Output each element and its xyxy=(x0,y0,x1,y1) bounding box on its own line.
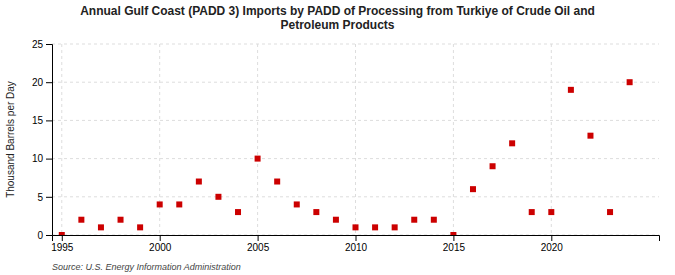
point xyxy=(431,217,437,223)
y-axis-tick: 15 xyxy=(32,115,52,126)
point xyxy=(215,194,221,200)
point xyxy=(548,209,554,215)
y-axis: 0 5 10 15 20 25 xyxy=(32,39,53,241)
point xyxy=(372,224,378,230)
point xyxy=(313,209,319,215)
point xyxy=(255,156,261,162)
y-axis-tick-label: 0 xyxy=(37,230,43,241)
grid-line-x xyxy=(453,44,454,235)
x-axis-tick-mark xyxy=(160,235,161,241)
point xyxy=(137,224,143,230)
grid-line-y xyxy=(52,120,659,121)
title-line: Annual Gulf Coast (PADD 3) Imports by PA… xyxy=(80,4,595,18)
point xyxy=(411,217,417,223)
x-axis-tick-mark xyxy=(62,235,63,241)
x-axis-tick: 2015 xyxy=(443,235,466,253)
chart-svg: Annual Gulf Coast (PADD 3) Imports by PA… xyxy=(0,0,675,275)
point xyxy=(78,217,84,223)
point xyxy=(118,217,124,223)
x-axis-tick: 2020 xyxy=(541,235,564,253)
point xyxy=(157,201,163,207)
y-axis-tick-label: 25 xyxy=(32,39,44,50)
y-axis-line xyxy=(46,45,53,236)
point xyxy=(568,87,574,93)
y-axis-tick-label: 10 xyxy=(32,153,44,164)
plot-area: 1995 2000 2005 2010 2015 2020 0 5 10 15 20 25 xyxy=(32,39,660,253)
x-axis-tick-label: 2005 xyxy=(247,242,270,253)
point xyxy=(59,232,65,235)
point xyxy=(607,209,613,215)
point xyxy=(176,201,182,207)
grid-line-x xyxy=(257,44,258,235)
point xyxy=(353,224,359,230)
x-axis-tick-mark xyxy=(453,235,454,241)
title-line: Petroleum Products xyxy=(280,18,394,32)
y-axis-tick-mark xyxy=(46,82,52,83)
point xyxy=(235,209,241,215)
y-axis-tick: 25 xyxy=(32,39,52,50)
y-axis-tick-mark xyxy=(46,44,52,45)
point xyxy=(294,201,300,207)
x-axis-tick: 2005 xyxy=(247,235,270,253)
y-axis-tick: 5 xyxy=(37,192,52,203)
title: Annual Gulf Coast (PADD 3) Imports by PA… xyxy=(80,4,595,32)
y-axis-tick-mark xyxy=(46,197,52,198)
y-axis-tick-mark xyxy=(46,235,52,236)
y-axis-tick-mark xyxy=(46,120,52,121)
x-axis-line xyxy=(53,236,660,242)
x-axis-tick-mark xyxy=(356,235,357,241)
y-axis-title: Thousand Barrels per Day xyxy=(5,81,16,198)
y-axis-tick: 20 xyxy=(32,77,52,88)
point xyxy=(529,209,535,215)
point xyxy=(450,232,456,235)
y-axis-tick: 10 xyxy=(32,153,52,164)
x-axis-tick: 1995 xyxy=(51,235,74,253)
annotation: Source: U.S. Energy Information Administ… xyxy=(52,262,241,272)
x-axis-tick: 2000 xyxy=(149,235,172,253)
x-axis-tick-label: 2000 xyxy=(149,242,172,253)
grid-line-x xyxy=(551,44,552,235)
point xyxy=(98,224,104,230)
x-axis-tick-label: 1995 xyxy=(51,242,74,253)
y-axis-tick-label: 5 xyxy=(37,192,43,203)
grid-line-x xyxy=(61,44,62,235)
x-axis: 1995 2000 2005 2010 2015 2020 xyxy=(51,235,659,253)
grid-line-x xyxy=(355,44,356,235)
point xyxy=(274,179,280,185)
y-axis-tick-mark xyxy=(46,159,52,160)
point xyxy=(627,79,633,85)
x-axis-tick-label: 2020 xyxy=(541,242,564,253)
point xyxy=(392,224,398,230)
point xyxy=(587,133,593,139)
point xyxy=(333,217,339,223)
x-axis-tick-label: 2010 xyxy=(345,242,368,253)
point xyxy=(196,179,202,185)
x-axis-tick-label: 2015 xyxy=(443,242,466,253)
y-axis-tick-label: 15 xyxy=(32,115,44,126)
point xyxy=(490,163,496,169)
marks xyxy=(59,79,633,235)
grid xyxy=(52,44,659,235)
x-axis-tick: 2010 xyxy=(345,235,368,253)
x-axis-tick-mark xyxy=(258,235,259,241)
chart-container: Annual Gulf Coast (PADD 3) Imports by PA… xyxy=(0,0,675,275)
y-axis-tick: 0 xyxy=(37,230,52,241)
x-axis-tick-mark xyxy=(551,235,552,241)
y-axis-tick-label: 20 xyxy=(32,77,44,88)
point xyxy=(509,140,515,146)
point xyxy=(470,186,476,192)
